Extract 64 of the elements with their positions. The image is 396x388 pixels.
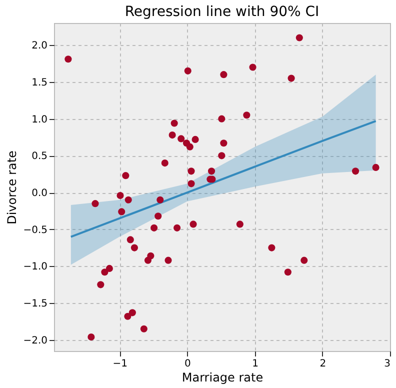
point [188, 180, 195, 188]
point [170, 120, 178, 127]
point [150, 224, 158, 232]
x-tick-label: −1 [112, 358, 128, 370]
point [288, 74, 295, 82]
point [192, 136, 199, 143]
point [116, 192, 124, 200]
point [130, 244, 138, 252]
point [122, 172, 130, 180]
point [156, 196, 164, 204]
point [168, 132, 176, 139]
point [218, 152, 226, 160]
point [118, 208, 126, 216]
y-axis-title: Divorce rate [5, 150, 20, 224]
point [106, 264, 113, 272]
point [296, 34, 303, 42]
y-tick-label: 1.5 [32, 77, 48, 88]
point [161, 160, 168, 167]
line-series [70, 120, 377, 238]
point [97, 281, 104, 288]
point [164, 256, 172, 264]
point [126, 236, 134, 244]
point [249, 64, 256, 71]
y-tick-label: −1.0 [23, 262, 48, 273]
point [174, 224, 181, 232]
point [147, 252, 154, 260]
point [101, 268, 108, 276]
point [243, 112, 250, 119]
point [236, 220, 244, 228]
point [124, 312, 132, 320]
point [190, 220, 197, 228]
y-tick-label: −0.5 [23, 224, 48, 236]
point [268, 244, 276, 252]
point [372, 164, 380, 171]
point [64, 56, 72, 63]
x-tick-label: 1 [252, 358, 258, 370]
y-tick-label: −1.5 [23, 298, 48, 310]
point [220, 140, 228, 147]
point [284, 268, 292, 276]
point [140, 325, 148, 332]
y-tick-label: 1.0 [32, 114, 48, 126]
point [178, 135, 185, 142]
point [352, 168, 360, 175]
point [92, 200, 99, 208]
y-tick-label: −2.0 [23, 335, 48, 346]
y-tick-label: 0.5 [32, 151, 48, 162]
point [128, 309, 136, 316]
x-axis-title: Marriage rate [182, 370, 264, 384]
x-tick-label: 3 [384, 358, 390, 370]
point [208, 168, 216, 175]
point [300, 256, 308, 264]
chart-title: Regression line with 90% CI [124, 4, 320, 20]
point [186, 143, 194, 150]
point [124, 196, 132, 204]
point [154, 212, 162, 220]
point [88, 333, 95, 341]
point [188, 168, 195, 175]
y-tick-label: 0.0 [32, 188, 48, 200]
point [220, 71, 228, 78]
y-tick-label: 2.0 [32, 40, 48, 52]
point [218, 115, 226, 122]
x-tick-label: 0 [184, 358, 191, 370]
point [184, 67, 192, 74]
x-tick-label: 2 [320, 358, 326, 370]
